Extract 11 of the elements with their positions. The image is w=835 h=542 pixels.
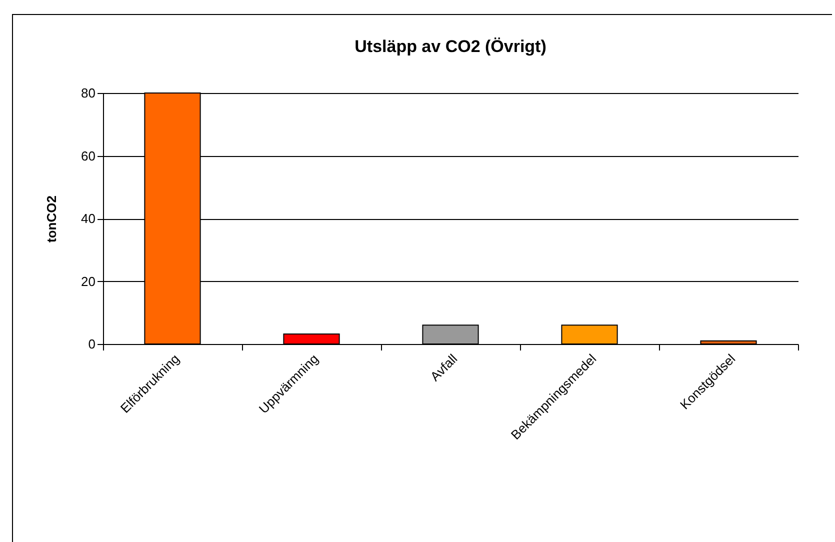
chart-title: Utsläpp av CO2 (Övrigt): [354, 37, 546, 56]
y-tick-label: 20: [81, 274, 96, 289]
y-tick-label: 60: [81, 148, 96, 164]
bar: [283, 333, 340, 344]
y-tick-label: 80: [81, 86, 96, 100]
bar: [422, 324, 479, 344]
bar: [700, 340, 757, 344]
bar: [561, 324, 618, 344]
y-axis-title: tonCO2: [44, 196, 60, 242]
y-tick-label: 0: [88, 336, 96, 352]
y-tick-label: 40: [81, 211, 96, 226]
